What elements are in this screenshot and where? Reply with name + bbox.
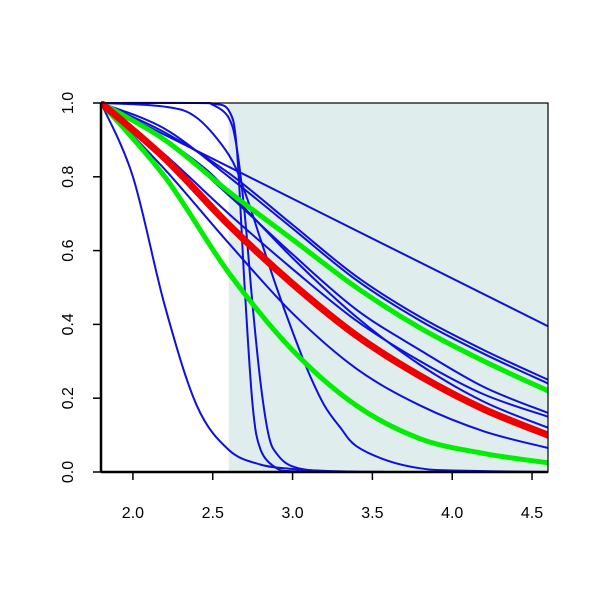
series-line-13 <box>101 101 548 466</box>
y-tick-label: 0.4 <box>60 313 77 335</box>
x-tick-label: 4.0 <box>441 505 463 522</box>
series-line-12 <box>101 101 548 394</box>
series-line-14 <box>101 101 548 439</box>
series-line-2 <box>101 101 548 472</box>
x-tick-label: 3.5 <box>361 505 383 522</box>
axes-layer: 2.0 2.5 3.0 3.5 4.0 4.5 0.0 0.2 0.4 0.6 0.8 1.0 <box>60 92 549 522</box>
series-line-7 <box>101 102 548 385</box>
x-tick-label: 2.5 <box>202 505 224 522</box>
y-tick-label: 1.0 <box>60 92 77 114</box>
series-layer <box>101 101 548 472</box>
x-tick-label: 3.0 <box>281 505 303 522</box>
series-line-4 <box>101 102 548 472</box>
y-tick-label: 0.6 <box>60 239 77 261</box>
series-line-11 <box>101 102 548 450</box>
x-tick-label: 2.0 <box>122 505 144 522</box>
y-tick-label: 0.0 <box>60 461 77 483</box>
y-tick-label: 0.2 <box>60 387 77 409</box>
series-line-6 <box>101 102 548 381</box>
y-tick-label: 0.8 <box>60 166 77 188</box>
x-tick-label: 4.5 <box>521 505 543 522</box>
